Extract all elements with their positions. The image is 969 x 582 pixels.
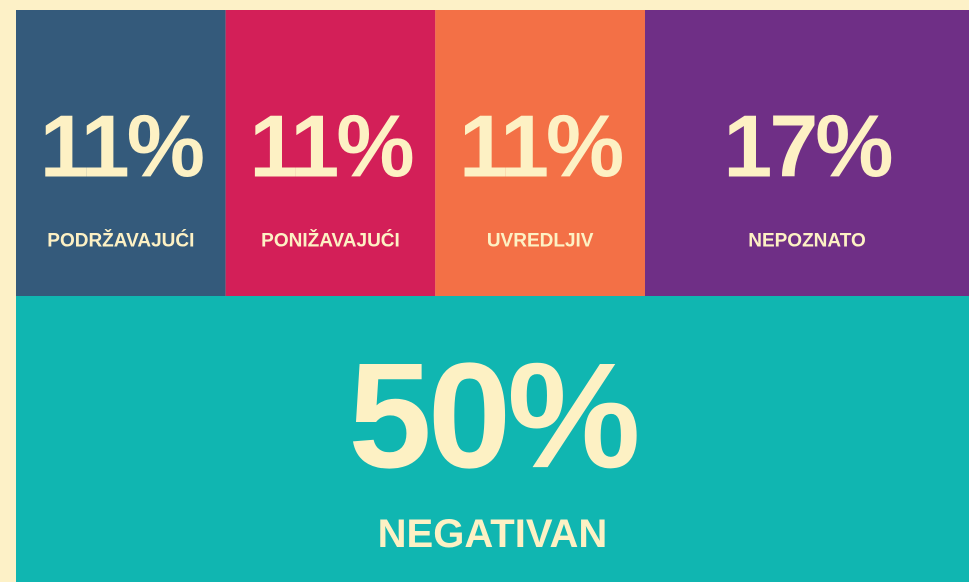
value-label: 50%: [348, 331, 637, 499]
category-label: UVREDLJIV: [487, 231, 594, 252]
category-label: PODRŽAVAJUĆI: [47, 230, 194, 252]
treemap-cell: [16, 296, 969, 582]
treemap-cell: [16, 10, 226, 296]
value-label: 17%: [723, 96, 891, 195]
treemap-cell: [225, 10, 436, 296]
value-label: 11%: [40, 96, 203, 195]
treemap-cell: [644, 10, 969, 296]
category-label: NEGATIVAN: [378, 512, 608, 556]
value-label: 11%: [249, 96, 412, 195]
value-label: 11%: [459, 96, 622, 195]
category-label: PONIŽAVAJUĆI: [261, 230, 400, 252]
treemap-cell: [435, 10, 645, 296]
category-label: NEPOZNATO: [748, 231, 866, 252]
